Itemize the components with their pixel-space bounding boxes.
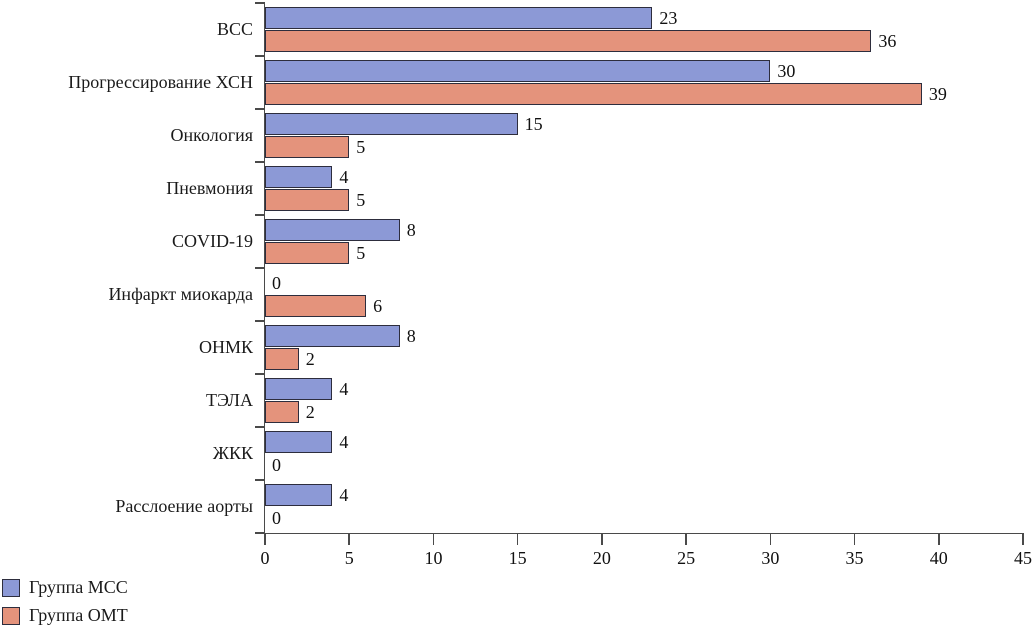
value-label: 5 — [356, 137, 366, 157]
legend-label: Группа ОМТ — [29, 605, 128, 625]
legend-swatch-omt — [2, 606, 20, 625]
category-label: Пневмония — [166, 178, 253, 198]
bar-mcc — [265, 484, 333, 506]
bar-omt — [265, 295, 367, 317]
value-label: 4 — [339, 432, 349, 452]
x-tick-label: 40 — [929, 548, 948, 568]
bar-omt — [265, 401, 299, 423]
value-label: 0 — [272, 455, 281, 475]
category-label: Инфаркт миокарда — [108, 284, 253, 304]
x-axis-tick — [685, 533, 687, 545]
y-axis-tick — [255, 108, 265, 110]
x-tick-label: 0 — [260, 548, 270, 568]
value-label: 5 — [356, 243, 366, 263]
x-axis-tick — [938, 533, 940, 545]
value-label: 23 — [659, 8, 678, 28]
value-label: 2 — [305, 402, 315, 422]
value-label: 4 — [339, 379, 349, 399]
value-label: 5 — [356, 190, 366, 210]
x-axis-tick — [264, 533, 266, 545]
y-axis-tick — [255, 532, 265, 534]
value-label: 6 — [373, 296, 383, 316]
x-tick-label: 15 — [508, 548, 527, 568]
x-axis-tick — [769, 533, 772, 545]
y-axis-tick — [255, 2, 265, 4]
x-tick-label: 30 — [761, 548, 780, 568]
y-axis-tick — [255, 55, 265, 57]
x-axis-tick — [348, 533, 350, 545]
legend-swatch-mcc — [2, 578, 20, 597]
category-label: ВСС — [216, 19, 253, 39]
y-axis-tick — [255, 267, 265, 269]
value-label: 8 — [406, 220, 416, 240]
bar-omt — [265, 83, 922, 105]
x-tick-label: 45 — [1014, 548, 1032, 568]
legend-item: Группа МСС — [2, 577, 128, 597]
bar-mcc — [265, 325, 400, 347]
x-tick-label: 5 — [344, 548, 354, 568]
category-label: Прогрессирование ХСН — [68, 72, 253, 92]
x-axis-tick — [601, 533, 603, 545]
bar-mcc — [265, 378, 333, 400]
x-axis-tick — [853, 533, 856, 545]
x-tick-label: 20 — [592, 548, 611, 568]
legend: Группа МСС Группа ОМТ — [2, 577, 128, 634]
category-label: ОНМК — [198, 337, 253, 357]
value-label: 39 — [928, 84, 947, 104]
y-axis-tick — [255, 214, 265, 216]
x-axis-tick — [516, 533, 519, 545]
bar-mcc — [265, 166, 333, 188]
legend-item: Группа ОМТ — [2, 605, 128, 625]
value-label: 36 — [878, 31, 897, 51]
plot-area: ВСС 23 36 Прогрессирование ХСН 30 39 Онкология… — [68, 2, 1032, 568]
value-label: 15 — [524, 114, 543, 134]
y-axis-tick — [255, 426, 265, 428]
y-axis-tick — [255, 479, 265, 481]
category-label: Расслоение аорты — [115, 496, 253, 516]
bar-omt — [265, 242, 350, 264]
value-label: 4 — [339, 167, 349, 187]
x-axis-tick — [1022, 533, 1024, 545]
x-tick-label: 25 — [677, 548, 696, 568]
y-axis-tick — [255, 320, 265, 322]
value-label: 0 — [272, 508, 281, 528]
category-label: ТЭЛА — [206, 390, 253, 410]
value-label: 4 — [339, 485, 349, 505]
bar-omt — [265, 348, 299, 370]
bar-mcc — [265, 113, 518, 135]
value-label: 0 — [272, 273, 281, 293]
bar-omt — [265, 189, 350, 211]
category-label: Онкология — [170, 125, 253, 145]
value-label: 2 — [305, 349, 315, 369]
bar-mcc — [265, 219, 400, 241]
y-axis-tick — [255, 161, 265, 163]
bar-mcc — [265, 431, 333, 453]
bar-mcc — [265, 60, 771, 82]
x-tick-label: 10 — [424, 548, 443, 568]
bar-omt — [265, 136, 350, 158]
value-label: 8 — [406, 326, 416, 346]
category-label: COVID-19 — [172, 231, 253, 251]
y-axis-tick — [255, 373, 265, 375]
legend-label: Группа МСС — [29, 577, 128, 597]
value-label: 30 — [777, 61, 796, 81]
x-axis-tick — [432, 533, 435, 545]
bar-mcc — [265, 7, 653, 29]
bar-omt — [265, 30, 872, 52]
x-tick-label: 35 — [845, 548, 864, 568]
category-label: ЖКК — [212, 443, 253, 463]
